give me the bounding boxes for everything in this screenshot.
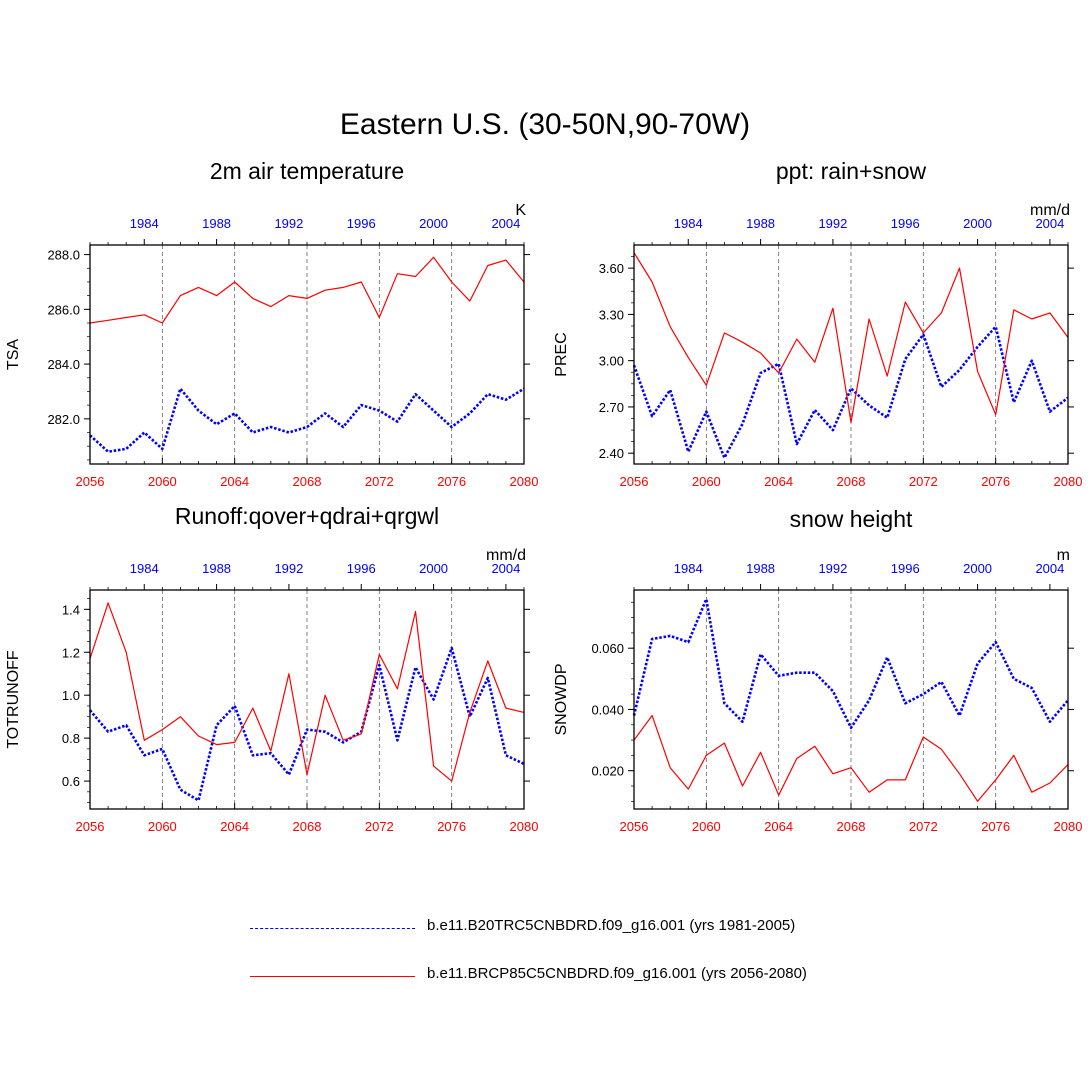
- precip-xtick-label: 2076: [981, 474, 1010, 489]
- snow-ytick-label: 0.060: [591, 641, 624, 656]
- runoff-top-xtick-label: 1988: [202, 561, 231, 576]
- temperature-ytick-label: 284.0: [47, 357, 80, 372]
- runoff-top-xtick-label: 1996: [347, 561, 376, 576]
- snow-historical-line: [632, 597, 1069, 730]
- precip-xtick-label: 2056: [620, 474, 649, 489]
- runoff-top-xtick-label: 1984: [130, 561, 159, 576]
- precip-top-xtick-label: 2004: [1035, 216, 1064, 231]
- temperature-xtick-label: 2064: [220, 474, 249, 489]
- precip-future-line: [633, 252, 1069, 423]
- temperature-top-xtick-label: 1992: [274, 216, 303, 231]
- temperature-xtick-label: 2072: [365, 474, 394, 489]
- legend-swatch-historical: [250, 928, 415, 929]
- temperature-top-xtick-label: 2000: [419, 216, 448, 231]
- temperature-top-xtick-label: 1984: [130, 216, 159, 231]
- temperature-plot-frame: [89, 244, 525, 465]
- main-title: Eastern U.S. (30-50N,90-70W): [339, 108, 751, 141]
- snow-xtick-label: 2068: [837, 819, 866, 834]
- legend-label-historical: b.e11.B20TRC5CNBDRD.f09_g16.001 (yrs 198…: [427, 917, 796, 934]
- panel-title-precip: ppt: rain+snow: [775, 158, 927, 184]
- temperature-xtick-label: 2060: [148, 474, 177, 489]
- runoff-xtick-label: 2060: [148, 819, 177, 834]
- precip-ytick-label: 3.60: [599, 261, 624, 276]
- runoff-ytick-label: 1.2: [62, 645, 80, 660]
- temperature-top-xtick-label: 2004: [491, 216, 520, 231]
- precip-top-xtick-label: 1992: [818, 216, 847, 231]
- legend-swatch-future: [250, 976, 415, 977]
- runoff-top-xtick-label: 1992: [274, 561, 303, 576]
- snow-ytick-label: 0.020: [591, 764, 624, 779]
- temperature-ytick-label: 286.0: [47, 302, 80, 317]
- precip-xtick-label: 2068: [837, 474, 866, 489]
- temperature-ylabel: TSA: [5, 339, 22, 370]
- snow-top-xtick-label: 2004: [1035, 561, 1064, 576]
- runoff-units-label: mm/d: [486, 547, 526, 564]
- precip-top-xtick-label: 1984: [674, 216, 703, 231]
- runoff-xtick-label: 2080: [510, 819, 539, 834]
- runoff-top-xtick-label: 2004: [491, 561, 520, 576]
- runoff-ytick-label: 1.0: [62, 688, 80, 703]
- runoff-ylabel: TOTRUNOFF: [5, 650, 22, 749]
- temperature-future-line: [89, 256, 525, 324]
- precip-ytick-label: 2.70: [599, 400, 624, 415]
- panel-title-temperature: 2m air temperature: [209, 158, 405, 184]
- temperature-xtick-label: 2080: [510, 474, 539, 489]
- snow-xtick-label: 2080: [1054, 819, 1083, 834]
- snow-ytick-label: 0.040: [591, 702, 624, 717]
- snow-top-xtick-label: 1996: [891, 561, 920, 576]
- runoff-ytick-label: 1.4: [62, 602, 80, 617]
- precip-top-xtick-label: 2000: [963, 216, 992, 231]
- runoff-xtick-label: 2056: [76, 819, 105, 834]
- snow-units-label: m: [1057, 547, 1070, 564]
- precip-ylabel: PREC: [553, 332, 570, 376]
- precip-xtick-label: 2072: [909, 474, 938, 489]
- temperature-xtick-label: 2056: [76, 474, 105, 489]
- runoff-top-xtick-label: 2000: [419, 561, 448, 576]
- runoff-ytick-label: 0.6: [62, 774, 80, 789]
- precip-top-xtick-label: 1996: [891, 216, 920, 231]
- snow-xtick-label: 2064: [764, 819, 793, 834]
- precip-historical-line: [632, 325, 1069, 460]
- temperature-top-xtick-label: 1996: [347, 216, 376, 231]
- temperature-ytick-label: 288.0: [47, 248, 80, 263]
- snow-top-xtick-label: 2000: [963, 561, 992, 576]
- precip-units-label: mm/d: [1030, 202, 1070, 219]
- runoff-plot-frame: [89, 589, 525, 810]
- runoff-xtick-label: 2076: [437, 819, 466, 834]
- temperature-ytick-label: 282.0: [47, 412, 80, 427]
- snow-plot-frame: [633, 589, 1069, 810]
- runoff-xtick-label: 2072: [365, 819, 394, 834]
- temperature-units-label: K: [515, 202, 526, 219]
- runoff-xtick-label: 2064: [220, 819, 249, 834]
- precip-top-xtick-label: 1988: [746, 216, 775, 231]
- runoff-historical-line: [89, 646, 525, 802]
- runoff-ytick-label: 0.8: [62, 731, 80, 746]
- snow-future-line: [633, 714, 1069, 802]
- precip-ytick-label: 2.40: [599, 446, 624, 461]
- precip-ytick-label: 3.30: [599, 307, 624, 322]
- snow-xtick-label: 2072: [909, 819, 938, 834]
- legend-label-future: b.e11.BRCP85C5CNBDRD.f09_g16.001 (yrs 20…: [427, 965, 807, 982]
- snow-xtick-label: 2056: [620, 819, 649, 834]
- runoff-future-line: [89, 602, 525, 782]
- snow-ylabel: SNOWDP: [553, 664, 570, 736]
- precip-ytick-label: 3.00: [599, 354, 624, 369]
- snow-top-xtick-label: 1992: [818, 561, 847, 576]
- panel-title-snow: snow height: [789, 506, 913, 532]
- precip-xtick-label: 2060: [692, 474, 721, 489]
- panel-title-runoff: Runoff:qover+qdrai+qrgwl: [174, 503, 440, 529]
- precip-xtick-label: 2080: [1054, 474, 1083, 489]
- snow-top-xtick-label: 1988: [746, 561, 775, 576]
- temperature-historical-line: [89, 387, 525, 454]
- snow-top-xtick-label: 1984: [674, 561, 703, 576]
- snow-xtick-label: 2060: [692, 819, 721, 834]
- precip-xtick-label: 2064: [764, 474, 793, 489]
- temperature-top-xtick-label: 1988: [202, 216, 231, 231]
- temperature-xtick-label: 2076: [437, 474, 466, 489]
- runoff-xtick-label: 2068: [293, 819, 322, 834]
- temperature-xtick-label: 2068: [293, 474, 322, 489]
- snow-xtick-label: 2076: [981, 819, 1010, 834]
